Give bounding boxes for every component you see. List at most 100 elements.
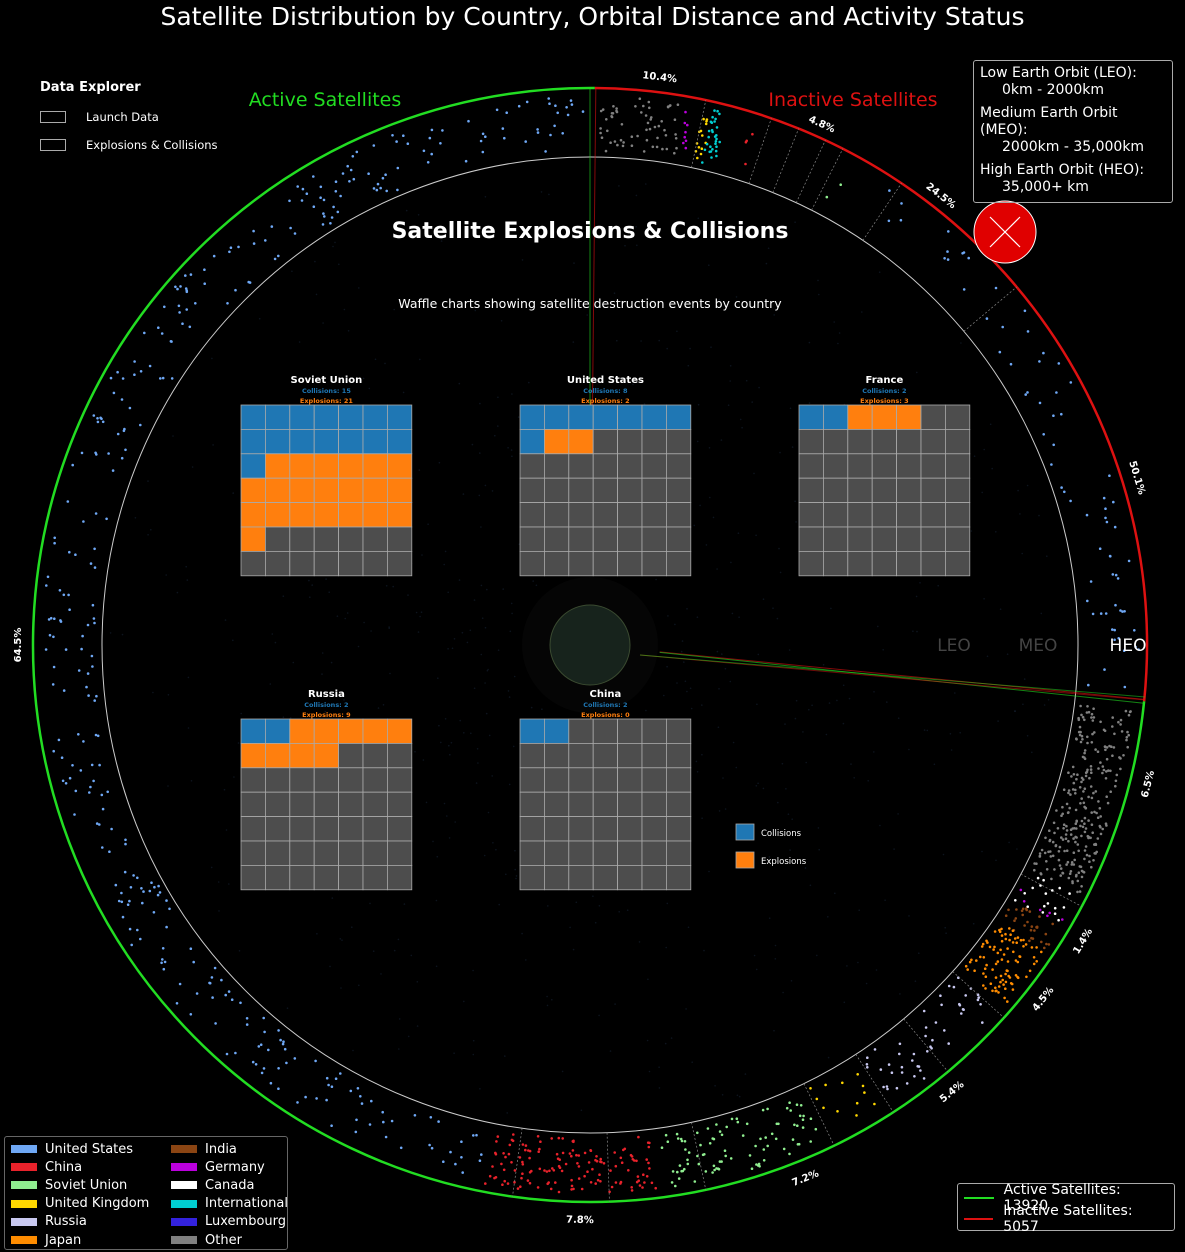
satellite-dot bbox=[339, 194, 342, 198]
satellite-dot bbox=[293, 232, 297, 235]
satellite-dot bbox=[785, 1106, 789, 1110]
satellite-dot bbox=[942, 853, 945, 856]
satellite-dot bbox=[1075, 777, 1078, 781]
satellite-dot bbox=[1087, 819, 1090, 822]
satellite-dot bbox=[214, 1022, 217, 1025]
satellite-dot bbox=[525, 100, 529, 104]
satellite-dot bbox=[330, 216, 334, 219]
waffle-cell bbox=[240, 791, 266, 818]
waffle-cell bbox=[240, 743, 266, 769]
satellite-dot bbox=[796, 1124, 799, 1127]
satellite-dot bbox=[1092, 791, 1095, 795]
satellite-dot bbox=[208, 981, 211, 985]
satellite-dot bbox=[636, 1175, 640, 1178]
divider-line bbox=[803, 1083, 835, 1146]
satellite-dot bbox=[1098, 807, 1102, 810]
satellite-dot bbox=[472, 1039, 475, 1042]
satellite-dot bbox=[1069, 381, 1073, 384]
satellite-dot bbox=[277, 1087, 280, 1090]
satellite-dot bbox=[550, 1137, 553, 1140]
satellite-dot bbox=[319, 185, 323, 189]
satellite-dot bbox=[524, 1148, 527, 1152]
satellite-dot bbox=[1096, 837, 1100, 840]
satellite-dot bbox=[1101, 765, 1105, 768]
satellite-dot bbox=[643, 1181, 646, 1184]
satellite-dot bbox=[458, 579, 461, 581]
satellite-dot bbox=[811, 704, 813, 707]
satellite-dot bbox=[592, 895, 594, 897]
satellite-dot bbox=[283, 1047, 287, 1051]
satellite-dot bbox=[150, 528, 152, 531]
satellite-dot bbox=[922, 1009, 926, 1013]
satellite-dot bbox=[1026, 735, 1029, 737]
satellite-dot bbox=[636, 134, 639, 138]
satellite-dot bbox=[140, 887, 143, 890]
waffle-title: Russia bbox=[308, 689, 345, 700]
satellite-dot bbox=[867, 780, 869, 782]
satellite-dot bbox=[701, 817, 703, 819]
waffle-cell bbox=[519, 477, 545, 504]
waffle-cell bbox=[568, 816, 594, 842]
satellite-dot bbox=[267, 1048, 270, 1052]
active-ring-label: Active Satellites bbox=[249, 89, 402, 111]
waffle-cell bbox=[544, 428, 570, 455]
satellite-dot bbox=[203, 268, 206, 272]
satellite-dot bbox=[718, 688, 720, 690]
waffle-cell bbox=[519, 840, 545, 866]
satellite-dot bbox=[519, 1185, 522, 1188]
waffle-cell bbox=[641, 791, 667, 818]
satellite-dot bbox=[160, 961, 163, 965]
satellite-dot bbox=[315, 293, 318, 296]
satellite-dot bbox=[1043, 704, 1046, 706]
satellite-dot bbox=[1040, 848, 1044, 852]
satellite-dot bbox=[393, 308, 396, 311]
waffle-cell bbox=[592, 428, 619, 455]
satellite-dot bbox=[581, 110, 585, 113]
satellite-dot bbox=[1082, 871, 1086, 874]
satellite-dot bbox=[1072, 863, 1076, 866]
satellite-dot bbox=[334, 241, 336, 244]
satellite-dot bbox=[1076, 879, 1080, 883]
satellite-dot bbox=[520, 1176, 523, 1180]
explosions-collisions-toggle[interactable]: Explosions & Collisions bbox=[40, 131, 218, 159]
explosions-collisions-checkbox[interactable] bbox=[40, 139, 66, 151]
satellite-dot bbox=[539, 1140, 542, 1143]
satellite-dot bbox=[1012, 950, 1015, 954]
launch-data-checkbox[interactable] bbox=[40, 111, 66, 123]
satellite-dot bbox=[475, 782, 478, 784]
satellite-dot bbox=[699, 129, 703, 133]
country-legend-label: Other bbox=[205, 1232, 242, 1248]
satellite-dot bbox=[985, 317, 989, 320]
satellite-dot bbox=[722, 777, 724, 779]
satellite-dot bbox=[1051, 854, 1055, 858]
satellite-dot bbox=[677, 1177, 681, 1180]
satellite-dot bbox=[599, 109, 603, 113]
satellite-dot bbox=[633, 1159, 636, 1162]
launch-data-label: Launch Data bbox=[86, 110, 159, 124]
country-legend-swatch bbox=[171, 1236, 197, 1245]
satellite-dot bbox=[1050, 463, 1053, 466]
satellite-dot bbox=[785, 788, 787, 790]
satellite-dot bbox=[71, 463, 74, 467]
waffle-cell bbox=[641, 502, 667, 528]
satellite-dot bbox=[521, 1143, 525, 1146]
satellite-dot bbox=[805, 761, 807, 764]
satellite-dot bbox=[1090, 796, 1094, 800]
satellite-dot bbox=[689, 347, 691, 350]
satellite-dot bbox=[648, 127, 652, 131]
satellite-dot bbox=[1068, 806, 1071, 810]
satellite-dot bbox=[817, 279, 819, 282]
satellite-dot bbox=[226, 302, 229, 305]
satellite-dot bbox=[484, 484, 487, 487]
satellite-dot bbox=[1095, 811, 1098, 815]
satellite-dot bbox=[1086, 768, 1089, 772]
satellite-dot bbox=[289, 226, 292, 230]
waffle-cell bbox=[666, 526, 692, 552]
satellite-dot bbox=[794, 221, 796, 223]
waffle-cell bbox=[847, 551, 873, 577]
waffle-cell bbox=[641, 477, 667, 504]
waffle-cell bbox=[362, 718, 388, 744]
launch-data-toggle[interactable]: Launch Data bbox=[40, 103, 218, 131]
waffle-cell bbox=[920, 551, 946, 577]
satellite-dot bbox=[472, 969, 474, 972]
